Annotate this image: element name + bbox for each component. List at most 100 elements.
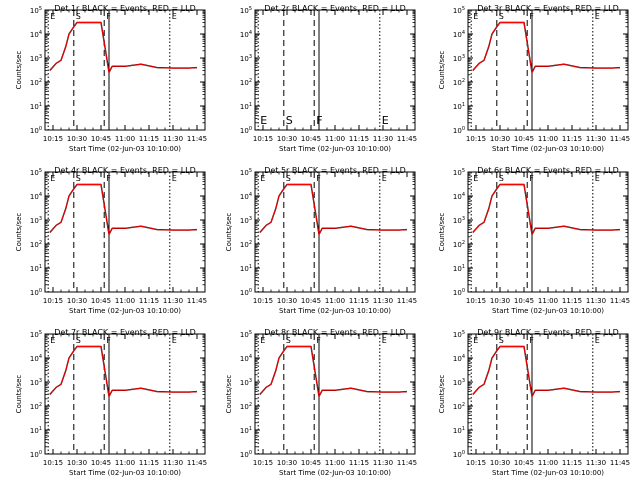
y-tick-label: 100 xyxy=(30,288,42,297)
y-tick-label: 105 xyxy=(453,330,465,339)
y-tick-label: 105 xyxy=(240,330,252,339)
x-tick-label: 10:15 xyxy=(253,135,273,143)
x-axis-label: Start Time (02-Jun-03 10:10:00) xyxy=(279,469,391,477)
y-tick-label: 100 xyxy=(453,126,465,135)
plot-title: Det 7r BLACK = Events, RED = LLD xyxy=(54,328,196,337)
time-marker-label: E xyxy=(260,336,265,345)
x-tick-label: 11:45 xyxy=(187,297,207,305)
y-tick-label: 102 xyxy=(30,240,42,249)
time-marker-label: S xyxy=(286,114,293,127)
time-marker-label: E xyxy=(50,336,55,345)
x-tick-label: 11:45 xyxy=(187,459,207,467)
plot-title: Det 8r BLACK = Events, RED = LLD xyxy=(264,328,406,337)
x-tick-label: 11:45 xyxy=(610,297,630,305)
x-axis-label: Start Time (02-Jun-03 10:10:00) xyxy=(69,307,181,315)
series-line-lld xyxy=(472,22,621,73)
x-tick-label: 11:15 xyxy=(349,459,369,467)
x-tick-label: 10:15 xyxy=(253,297,273,305)
plot-title: Det 5r BLACK = Events, RED = LLD xyxy=(264,166,406,175)
x-tick-label: 11:00 xyxy=(538,459,558,467)
time-marker-label: E xyxy=(382,336,387,345)
time-marker-label: S xyxy=(76,174,81,183)
y-axis-label: Counts/sec xyxy=(15,51,23,90)
y-tick-label: 101 xyxy=(240,426,252,435)
y-tick-label: 101 xyxy=(30,102,42,111)
x-tick-label: 11:30 xyxy=(163,135,183,143)
y-tick-label: 104 xyxy=(240,354,252,363)
time-marker-label: S xyxy=(499,336,504,345)
x-tick-label: 11:30 xyxy=(163,459,183,467)
y-axis-label: Counts/sec xyxy=(15,213,23,252)
y-tick-label: 103 xyxy=(30,216,42,225)
x-tick-label: 11:30 xyxy=(373,135,393,143)
y-tick-label: 104 xyxy=(30,354,42,363)
time-marker-label: E xyxy=(260,114,267,127)
x-tick-label: 10:15 xyxy=(43,135,63,143)
y-tick-label: 104 xyxy=(453,354,465,363)
detector-panel-2: 100 101 102 103 104 105 10:15 10:30 10:45 11:00 11… xyxy=(240,4,417,153)
time-marker-label: E xyxy=(172,12,177,21)
series-line-lld xyxy=(49,184,198,235)
y-axis-label: Counts/sec xyxy=(438,213,446,252)
x-tick-label: 11:15 xyxy=(562,459,582,467)
plot-title: Det 9r BLACK = Events, RED = LLD xyxy=(477,328,619,337)
x-tick-label: 10:30 xyxy=(490,135,510,143)
y-tick-label: 102 xyxy=(30,402,42,411)
detector-panel-8: 100 101 102 103 104 105 10:15 10:30 10:45 11:00 11… xyxy=(225,328,417,477)
x-axis-label: Start Time (02-Jun-03 10:10:00) xyxy=(492,469,604,477)
series-line-lld xyxy=(472,346,621,397)
x-tick-label: 11:45 xyxy=(610,459,630,467)
series-line-lld xyxy=(259,346,408,397)
y-tick-label: 101 xyxy=(453,426,465,435)
time-marker-label: S xyxy=(499,12,504,21)
detector-panel-5: 100 101 102 103 104 105 10:15 10:30 10:45 11:00 11… xyxy=(225,166,417,315)
y-axis-label: Counts/sec xyxy=(438,51,446,90)
x-tick-label: 11:00 xyxy=(115,135,135,143)
series-line-lld xyxy=(259,184,408,235)
time-marker-label: S xyxy=(286,174,291,183)
y-tick-label: 105 xyxy=(30,6,42,15)
detector-panel-3: 100 101 102 103 104 105 10:15 10:30 10:45 11:00 11… xyxy=(438,4,630,153)
plot-frame xyxy=(44,333,206,455)
x-tick-label: 11:30 xyxy=(586,459,606,467)
time-marker-label: S xyxy=(286,336,291,345)
x-tick-label: 11:30 xyxy=(373,459,393,467)
y-tick-label: 105 xyxy=(453,6,465,15)
x-tick-label: 10:15 xyxy=(43,297,63,305)
y-axis-label: Counts/sec xyxy=(438,375,446,414)
x-tick-label: 10:45 xyxy=(91,135,111,143)
x-tick-label: 10:15 xyxy=(466,459,486,467)
plot-frame xyxy=(467,333,629,455)
plot-frame xyxy=(254,333,416,455)
x-tick-label: 10:45 xyxy=(514,135,534,143)
detector-panel-7: 100 101 102 103 104 105 10:15 10:30 10:45 11:00 11… xyxy=(15,328,207,477)
time-marker-label: E xyxy=(172,174,177,183)
x-tick-label: 11:45 xyxy=(397,459,417,467)
y-tick-label: 104 xyxy=(30,192,42,201)
x-tick-label: 10:30 xyxy=(277,297,297,305)
series-line-lld xyxy=(472,184,621,235)
x-tick-label: 10:30 xyxy=(277,459,297,467)
detector-panel-6: 100 101 102 103 104 105 10:15 10:30 10:45 11:00 11… xyxy=(438,166,630,315)
time-marker-label: E xyxy=(50,174,55,183)
time-marker-label: E xyxy=(172,336,177,345)
y-tick-label: 100 xyxy=(240,126,252,135)
x-tick-label: 11:30 xyxy=(586,297,606,305)
x-tick-label: 11:45 xyxy=(187,135,207,143)
y-tick-label: 100 xyxy=(240,450,252,459)
x-tick-label: 10:45 xyxy=(514,459,534,467)
y-tick-label: 105 xyxy=(240,6,252,15)
x-tick-label: 10:45 xyxy=(514,297,534,305)
y-tick-label: 103 xyxy=(240,378,252,387)
plot-title: Det 4r BLACK = Events, RED = LLD xyxy=(54,166,196,175)
y-axis-label: Counts/sec xyxy=(225,375,233,414)
plot-title: Det 1r BLACK = Events, RED = LLD xyxy=(54,4,196,13)
x-axis-label: Start Time (02-Jun-03 10:10:00) xyxy=(492,145,604,153)
plot-title: Det 6r BLACK = Events, RED = LLD xyxy=(477,166,619,175)
plot-frame xyxy=(467,171,629,293)
x-axis-label: Start Time (02-Jun-03 10:10:00) xyxy=(69,145,181,153)
time-marker-label: E xyxy=(260,174,265,183)
time-marker-label: S xyxy=(76,12,81,21)
time-marker-label: E xyxy=(382,114,389,127)
